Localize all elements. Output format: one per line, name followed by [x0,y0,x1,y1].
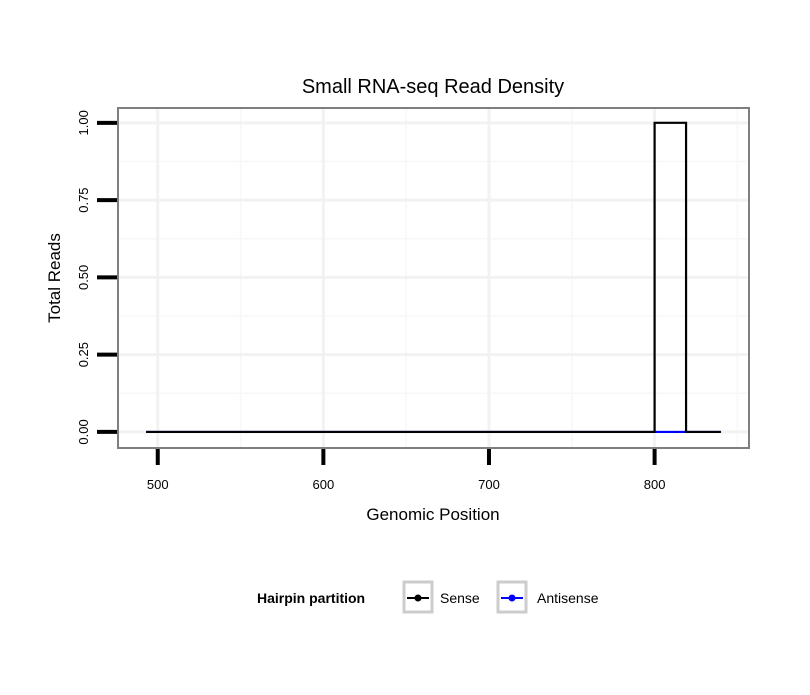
legend-title: Hairpin partition [257,590,365,606]
y-axis-label: Total Reads [45,233,64,323]
x-tick-label: 800 [644,477,666,492]
chart-title: Small RNA-seq Read Density [302,76,564,98]
legend: Hairpin partition Sense Antisense [257,580,599,614]
legend-label-sense: Sense [440,590,480,606]
y-tick-label: 0.25 [76,342,91,367]
x-tick-label: 700 [478,477,500,492]
legend-label-antisense: Antisense [537,590,599,606]
y-tick-label: 0.50 [76,265,91,290]
panel-border [117,107,750,449]
x-tick-label: 600 [313,477,335,492]
legend-point-antisense [508,594,516,602]
series-line-sense [146,121,721,434]
legend-item-antisense[interactable]: Antisense [496,580,599,614]
x-axis-label: Genomic Position [366,505,499,524]
x-tick-label: 500 [147,477,169,492]
y-tick-label: 0.00 [76,419,91,444]
legend-item-sense[interactable]: Sense [402,580,480,614]
y-tick-label: 1.00 [76,110,91,135]
legend-point-sense [414,594,422,602]
y-tick-label: 0.75 [76,187,91,212]
